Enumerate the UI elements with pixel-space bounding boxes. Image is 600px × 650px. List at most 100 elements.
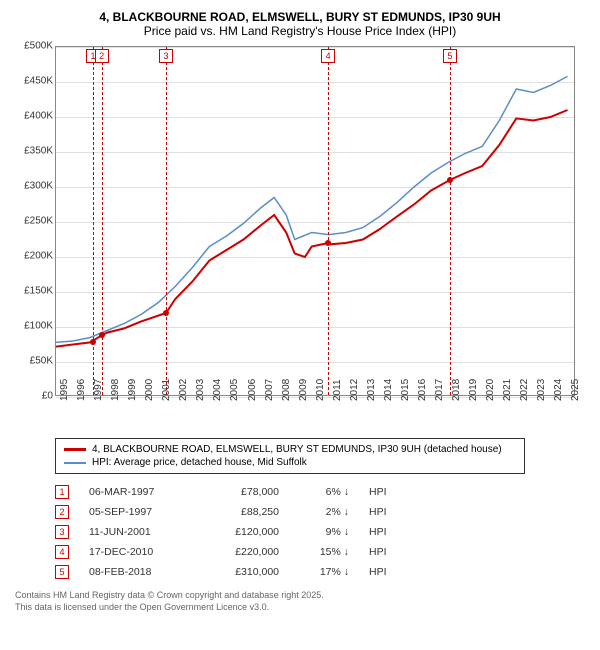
- event-flag: 3: [159, 49, 173, 63]
- y-axis-label: £0: [42, 391, 53, 402]
- x-axis-label: 2012: [349, 379, 360, 401]
- transaction-row: 311-JUN-2001£120,0009% ↓HPI: [55, 522, 585, 542]
- transaction-number: 3: [55, 525, 69, 539]
- transaction-pct: 6% ↓: [299, 486, 349, 498]
- series-line: [56, 76, 568, 342]
- transaction-suffix: HPI: [369, 506, 409, 518]
- transaction-price: £310,000: [209, 566, 279, 578]
- x-axis-label: 1997: [93, 379, 104, 401]
- legend-label: HPI: Average price, detached house, Mid …: [92, 457, 307, 468]
- y-axis-label: £200K: [24, 251, 53, 262]
- footnote-line2: This data is licensed under the Open Gov…: [15, 602, 585, 614]
- transaction-row: 417-DEC-2010£220,00015% ↓HPI: [55, 542, 585, 562]
- x-axis-label: 2023: [536, 379, 547, 401]
- event-flag: 4: [321, 49, 335, 63]
- x-axis-label: 2007: [264, 379, 275, 401]
- x-axis-label: 2013: [366, 379, 377, 401]
- transaction-row: 205-SEP-1997£88,2502% ↓HPI: [55, 502, 585, 522]
- x-axis-label: 2011: [332, 379, 343, 401]
- x-axis-label: 2003: [195, 379, 206, 401]
- title-address: 4, BLACKBOURNE ROAD, ELMSWELL, BURY ST E…: [15, 10, 585, 24]
- price-marker: [90, 339, 96, 345]
- x-axis-label: 2004: [212, 379, 223, 401]
- price-marker: [325, 240, 331, 246]
- x-axis-label: 1995: [59, 379, 70, 401]
- legend-item: HPI: Average price, detached house, Mid …: [64, 456, 516, 469]
- y-axis-label: £450K: [24, 76, 53, 87]
- plot-region: 12345: [55, 46, 575, 396]
- transaction-suffix: HPI: [369, 526, 409, 538]
- transaction-row: 1 06-MAR-1997 £78,000 6% ↓ HPI: [55, 482, 585, 502]
- chart-area: 12345 £0£50K£100K£150K£200K£250K£300K£35…: [15, 46, 585, 426]
- transaction-pct: 2% ↓: [299, 506, 349, 518]
- x-axis-label: 2010: [315, 379, 326, 401]
- transaction-date: 05-SEP-1997: [89, 506, 189, 518]
- transaction-pct: 17% ↓: [299, 566, 349, 578]
- transaction-price: £220,000: [209, 546, 279, 558]
- transaction-price: £88,250: [209, 506, 279, 518]
- page: 4, BLACKBOURNE ROAD, ELMSWELL, BURY ST E…: [0, 0, 600, 650]
- x-axis-label: 2008: [281, 379, 292, 401]
- price-marker: [163, 310, 169, 316]
- transaction-date: 11-JUN-2001: [89, 526, 189, 538]
- x-axis-label: 2014: [383, 379, 394, 401]
- y-axis-label: £100K: [24, 321, 53, 332]
- title-subtitle: Price paid vs. HM Land Registry's House …: [15, 24, 585, 38]
- x-axis-label: 2016: [417, 379, 428, 401]
- footnote-line1: Contains HM Land Registry data © Crown c…: [15, 590, 585, 602]
- x-axis-label: 2001: [161, 379, 172, 401]
- x-axis-label: 2005: [229, 379, 240, 401]
- transaction-price: £120,000: [209, 526, 279, 538]
- transaction-price: £78,000: [209, 486, 279, 498]
- transaction-date: 17-DEC-2010: [89, 546, 189, 558]
- transaction-row: 5 08-FEB-2018 £310,000 17% ↓ HPI: [55, 562, 585, 582]
- transaction-date: 06-MAR-1997: [89, 486, 189, 498]
- x-axis-label: 2015: [400, 379, 411, 401]
- chart-title-block: 4, BLACKBOURNE ROAD, ELMSWELL, BURY ST E…: [15, 10, 585, 38]
- transaction-table: 106-MAR-1997£78,0006% ↓HPI205-SEP-1997£8…: [55, 482, 585, 582]
- event-vline: [166, 47, 167, 395]
- transaction-date: 08-FEB-2018: [89, 566, 189, 578]
- x-axis-label: 2025: [570, 379, 581, 401]
- y-axis-label: £250K: [24, 216, 53, 227]
- event-flag: 5: [443, 49, 457, 63]
- x-axis-label: 1998: [110, 379, 121, 401]
- x-axis-label: 2019: [468, 379, 479, 401]
- x-axis-label: 2020: [485, 379, 496, 401]
- price-marker: [447, 177, 453, 183]
- transaction-suffix: HPI: [369, 486, 409, 498]
- legend-box: 4, BLACKBOURNE ROAD, ELMSWELL, BURY ST E…: [55, 438, 525, 474]
- transaction-number: 5: [55, 565, 69, 579]
- x-axis-label: 2002: [178, 379, 189, 401]
- event-vline: [102, 47, 103, 395]
- legend-label: 4, BLACKBOURNE ROAD, ELMSWELL, BURY ST E…: [92, 444, 502, 455]
- x-axis-label: 1996: [76, 379, 87, 401]
- x-axis-label: 1999: [127, 379, 138, 401]
- legend-swatch: [64, 462, 86, 464]
- event-vline: [450, 47, 451, 395]
- x-axis-label: 2017: [434, 379, 445, 401]
- event-flag: 2: [95, 49, 109, 63]
- y-axis-label: £300K: [24, 181, 53, 192]
- x-axis-label: 2000: [144, 379, 155, 401]
- y-axis-label: £500K: [24, 41, 53, 52]
- x-axis-label: 2018: [451, 379, 462, 401]
- transaction-suffix: HPI: [369, 566, 409, 578]
- x-axis-label: 2022: [519, 379, 530, 401]
- x-axis-label: 2009: [298, 379, 309, 401]
- series-line: [56, 110, 568, 347]
- y-axis-label: £150K: [24, 286, 53, 297]
- transaction-number: 1: [55, 485, 69, 499]
- x-axis-label: 2006: [247, 379, 258, 401]
- x-axis-label: 2024: [553, 379, 564, 401]
- transaction-pct: 15% ↓: [299, 546, 349, 558]
- price-marker: [99, 332, 105, 338]
- y-axis-label: £350K: [24, 146, 53, 157]
- chart-svg: [56, 47, 576, 397]
- legend-swatch: [64, 448, 86, 451]
- y-axis-label: £400K: [24, 111, 53, 122]
- legend-item: 4, BLACKBOURNE ROAD, ELMSWELL, BURY ST E…: [64, 443, 516, 456]
- x-axis-label: 2021: [502, 379, 513, 401]
- y-axis-label: £50K: [30, 356, 53, 367]
- transaction-number: 4: [55, 545, 69, 559]
